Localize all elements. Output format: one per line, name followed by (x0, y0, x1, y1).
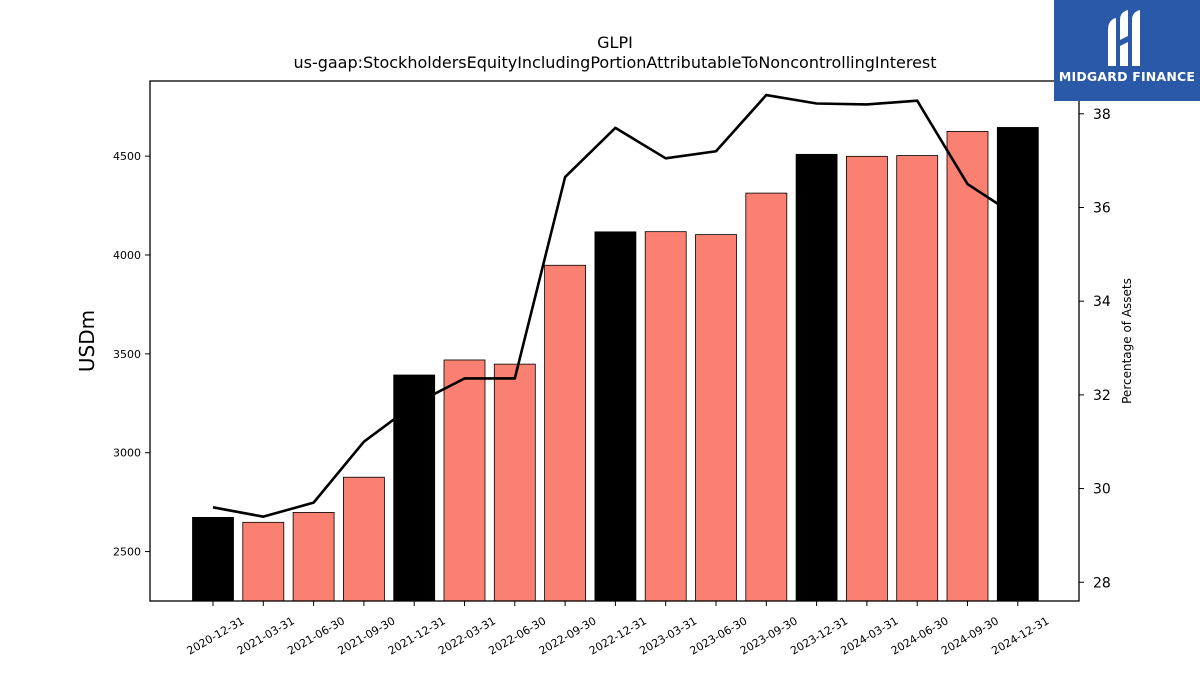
left-axis-ticks: 2500 3000 3500 4000 4500 (113, 150, 150, 559)
y2-axis-label: Percentage of Assets (1120, 278, 1134, 404)
logo-text: MIDGARD FINANCE (1058, 69, 1196, 84)
bar-2021-03-31 (242, 521, 285, 602)
x-tick-label: 2024-12-31 (989, 614, 1051, 657)
bar-2023-06-30 (695, 234, 737, 602)
y2-tick-label: 32 (1093, 388, 1111, 404)
bar-2024-06-30 (896, 155, 939, 602)
y2-tick-label: 34 (1093, 294, 1111, 310)
y2-tick-label: 30 (1093, 482, 1111, 498)
bars-group (192, 127, 1039, 602)
y2-tick-label: 28 (1093, 575, 1111, 591)
midgard-logo-icon (1108, 10, 1140, 66)
y-tick-label: 3000 (113, 447, 141, 460)
y-tick-label: 2500 (113, 546, 141, 559)
bar-2021-09-30 (342, 476, 385, 602)
bar-2024-09-30 (946, 131, 989, 602)
bar-2024-03-31 (846, 155, 888, 602)
bar-2023-09-30 (745, 192, 788, 602)
bar-2022-06-30 (493, 363, 536, 602)
bar-2022-03-31 (443, 359, 486, 602)
plot-frame (149, 80, 1080, 602)
y-tick-label: 3500 (113, 348, 141, 361)
y2-tick-label: 36 (1093, 200, 1111, 216)
y2-tick-label: 38 (1093, 107, 1111, 123)
bar-2022-09-30 (544, 264, 586, 602)
y-tick-label: 4500 (113, 150, 141, 163)
bar-2022-12-31 (594, 231, 637, 602)
bar-2024-12-31 (996, 127, 1039, 602)
chart-subtitle: us-gaap:StockholdersEquityIncludingPorti… (293, 53, 936, 72)
y-axis-label: USDm (75, 310, 99, 372)
chart-title: GLPI (597, 33, 633, 52)
midgard-finance-logo: MIDGARD FINANCE (1054, 0, 1200, 101)
bar-2023-12-31 (795, 153, 838, 602)
bar-2021-12-31 (393, 374, 436, 602)
right-axis-ticks: 28 30 32 34 36 38 (1079, 107, 1111, 591)
percentage-line (212, 93, 1019, 518)
bar-2021-06-30 (292, 512, 335, 602)
bar-2020-12-31 (192, 516, 234, 602)
bar-2023-03-31 (644, 231, 687, 602)
y-tick-label: 4000 (113, 249, 141, 262)
x-axis-ticks: 2020-12-312021-03-312021-06-302021-09-30… (185, 601, 1051, 658)
